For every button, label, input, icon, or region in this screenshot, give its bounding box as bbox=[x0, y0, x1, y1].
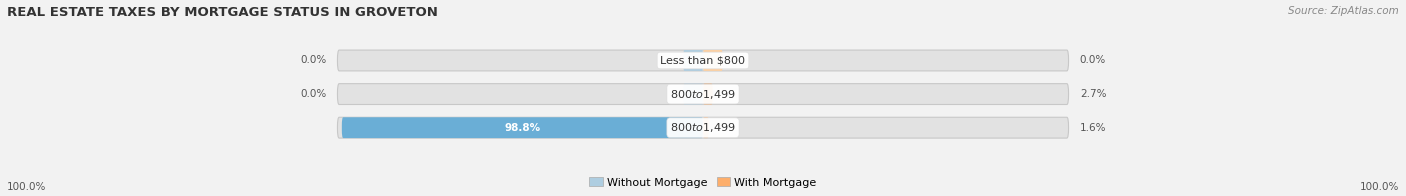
FancyBboxPatch shape bbox=[342, 117, 703, 138]
FancyBboxPatch shape bbox=[703, 50, 723, 71]
Text: 2.7%: 2.7% bbox=[1080, 89, 1107, 99]
FancyBboxPatch shape bbox=[337, 84, 1069, 104]
Text: 1.6%: 1.6% bbox=[1080, 123, 1107, 133]
Text: 0.0%: 0.0% bbox=[1080, 55, 1107, 65]
Text: 100.0%: 100.0% bbox=[1360, 182, 1399, 192]
Text: $800 to $1,499: $800 to $1,499 bbox=[671, 88, 735, 101]
Text: 100.0%: 100.0% bbox=[7, 182, 46, 192]
FancyBboxPatch shape bbox=[703, 117, 709, 138]
Text: 0.0%: 0.0% bbox=[299, 89, 326, 99]
Text: 0.0%: 0.0% bbox=[299, 55, 326, 65]
FancyBboxPatch shape bbox=[683, 50, 703, 71]
Text: Less than $800: Less than $800 bbox=[661, 55, 745, 65]
FancyBboxPatch shape bbox=[337, 117, 1069, 138]
Text: 98.8%: 98.8% bbox=[505, 123, 540, 133]
Text: REAL ESTATE TAXES BY MORTGAGE STATUS IN GROVETON: REAL ESTATE TAXES BY MORTGAGE STATUS IN … bbox=[7, 6, 437, 19]
Text: Source: ZipAtlas.com: Source: ZipAtlas.com bbox=[1288, 6, 1399, 16]
FancyBboxPatch shape bbox=[703, 84, 713, 104]
Legend: Without Mortgage, With Mortgage: Without Mortgage, With Mortgage bbox=[585, 173, 821, 192]
Text: $800 to $1,499: $800 to $1,499 bbox=[671, 121, 735, 134]
FancyBboxPatch shape bbox=[683, 84, 703, 104]
FancyBboxPatch shape bbox=[337, 50, 1069, 71]
